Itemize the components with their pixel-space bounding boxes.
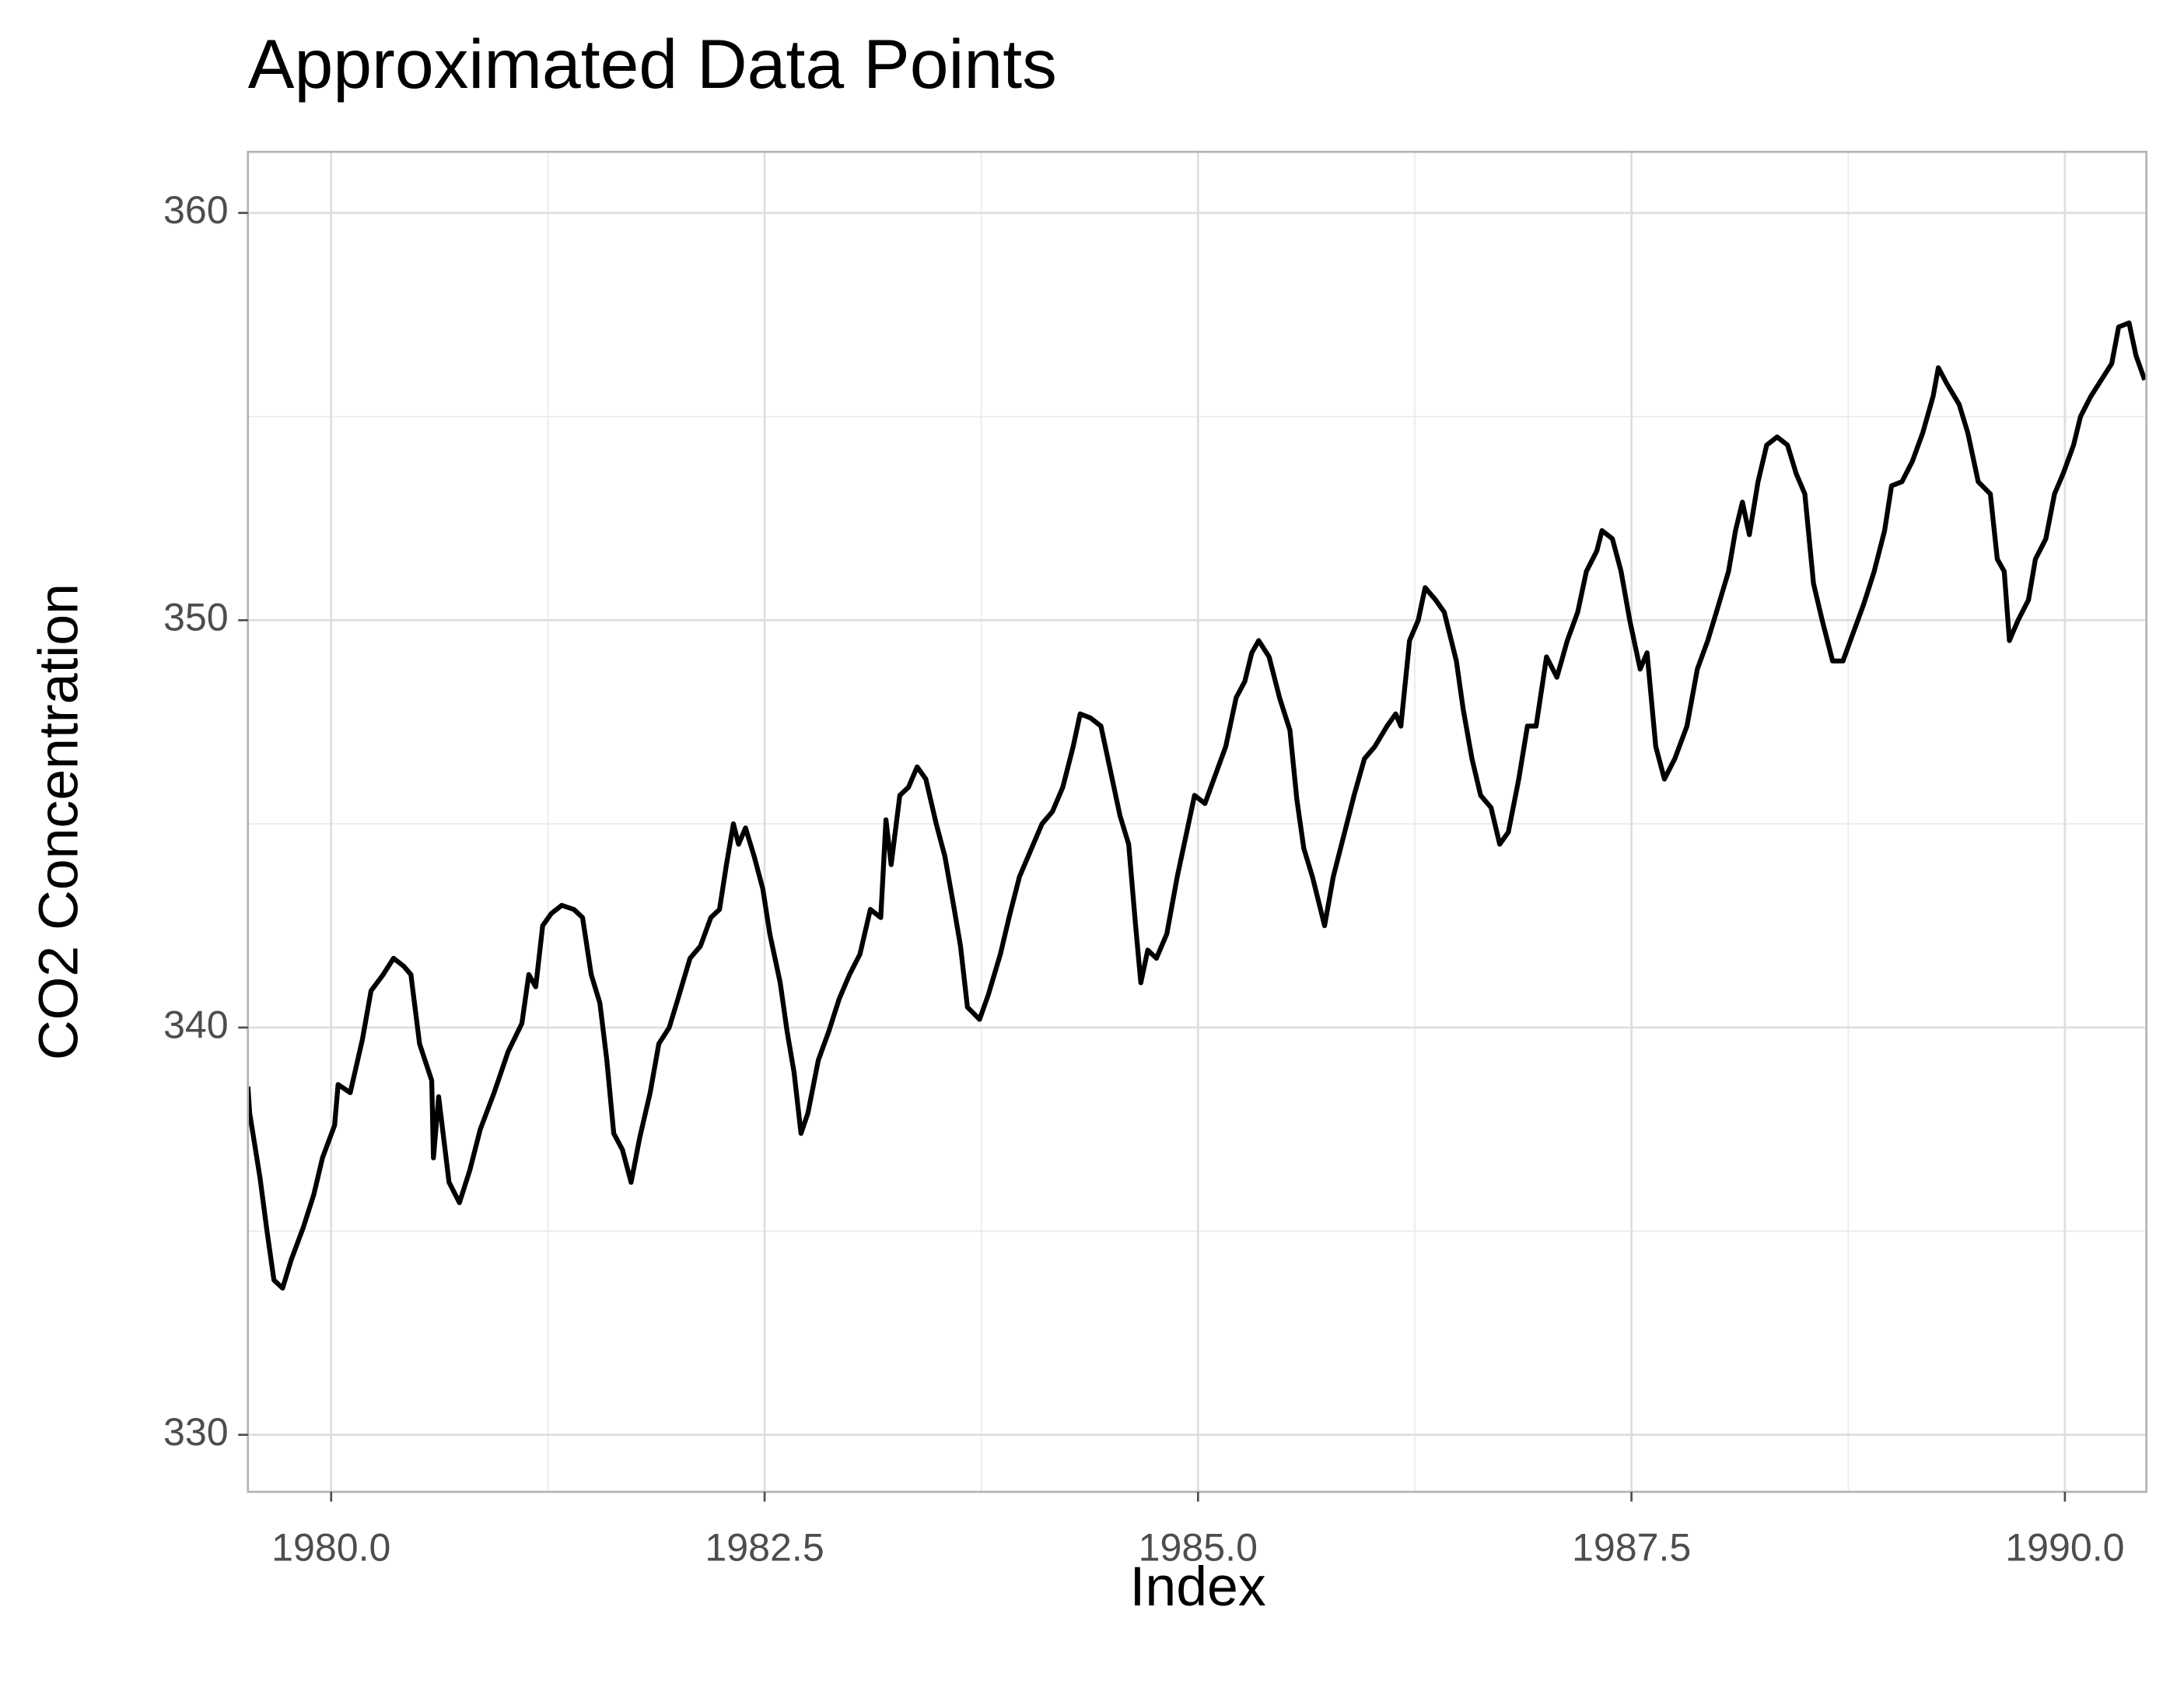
x-tick-label: 1990.0 [2005,1525,2124,1569]
y-tick-label: 360 [163,188,229,232]
x-tick-label: 1987.5 [1572,1525,1691,1569]
y-tick-label: 340 [163,1003,229,1046]
tick-labels: 1980.0 1982.5 1985.0 1987.5 1990.0 330 340 350 3… [163,188,2124,1569]
grid [247,152,2147,1492]
x-tick-label: 1985.0 [1139,1525,1258,1569]
x-tick-label: 1982.5 [705,1525,824,1569]
data-line [247,320,2147,1291]
chart-title: Approximated Data Points [248,25,1057,103]
y-tick-label: 350 [163,596,229,639]
y-tick-label: 330 [163,1410,229,1454]
y-axis-title: CO2 Concentration [28,583,90,1060]
plot-area [247,320,2147,1291]
x-axis-title: Index [1129,1556,1265,1618]
x-tick-label: 1980.0 [271,1525,390,1569]
